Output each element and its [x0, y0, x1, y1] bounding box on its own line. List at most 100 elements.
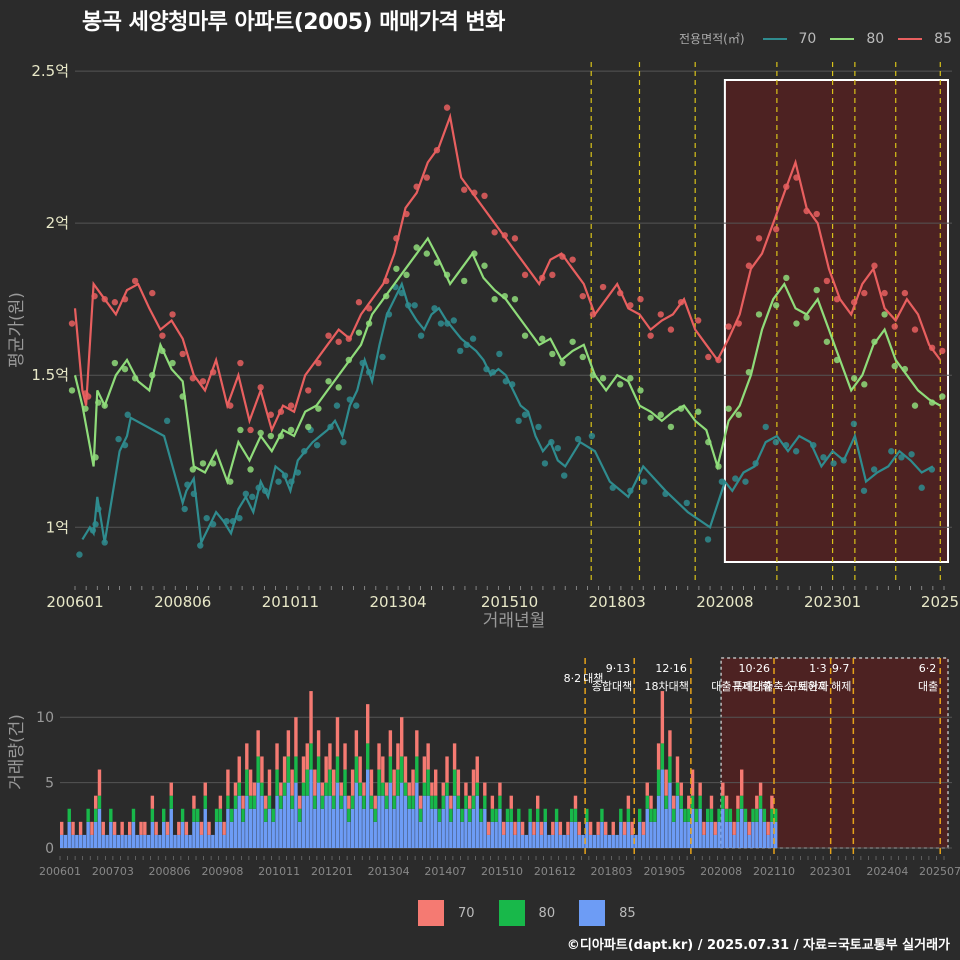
bar-segment-80 — [653, 808, 657, 822]
bar-segment-70 — [622, 821, 627, 835]
bar-segment-85 — [520, 834, 525, 848]
bar-segment-80 — [724, 808, 729, 822]
bar-segment-80 — [271, 808, 275, 822]
bar-segment-80 — [264, 808, 268, 822]
data-point-70 — [95, 505, 102, 513]
bar-segment-80 — [494, 808, 498, 822]
data-point-80 — [599, 375, 607, 382]
data-point-70 — [521, 411, 529, 418]
bar-x-tick-label: 201905 — [643, 865, 685, 878]
data-point-85 — [227, 402, 234, 409]
data-point-70 — [782, 441, 790, 449]
x-tick-label: 200806 — [154, 593, 211, 611]
bar-segment-70 — [358, 756, 362, 783]
data-point-70 — [275, 478, 282, 485]
bar-segment-70 — [486, 821, 491, 835]
bar-segment-85 — [124, 834, 128, 848]
bar-segment-80 — [267, 795, 272, 809]
bar-segment-85 — [105, 834, 109, 848]
bar-segment-70 — [343, 743, 347, 770]
data-point-70 — [359, 359, 366, 367]
data-point-80 — [461, 277, 468, 285]
bar-segment-85 — [256, 782, 260, 848]
bar-segment-80 — [509, 808, 513, 822]
bar-segment-80 — [354, 756, 359, 783]
data-point-70 — [115, 435, 122, 443]
bar-segment-85 — [656, 795, 661, 848]
bar-segment-70 — [169, 782, 173, 796]
bar-segment-85 — [740, 808, 744, 848]
bar-segment-85 — [298, 821, 302, 848]
data-point-85 — [355, 299, 363, 306]
data-point-80 — [413, 244, 420, 251]
data-point-85 — [793, 174, 800, 181]
bar-segment-70 — [339, 782, 343, 796]
data-point-70 — [762, 423, 769, 431]
data-point-85 — [813, 210, 820, 218]
bar-segment-80 — [479, 808, 483, 822]
bar-x-tick-label: 201510 — [481, 865, 523, 878]
bar-segment-85 — [279, 808, 283, 848]
bar-segment-70 — [498, 782, 502, 796]
data-point-80 — [501, 292, 508, 300]
bar-segment-85 — [532, 834, 536, 848]
bar-segment-85 — [162, 821, 166, 848]
bar-segment-80 — [770, 808, 774, 822]
data-point-70 — [561, 472, 568, 479]
bar-segment-80 — [403, 782, 408, 796]
bar-segment-85 — [245, 795, 249, 848]
data-point-80 — [491, 295, 498, 303]
bar-x-tick-label: 201201 — [311, 865, 353, 878]
bar-segment-80 — [230, 808, 234, 822]
bar-segment-85 — [430, 808, 434, 848]
y-tick-label: 2.5억 — [31, 62, 69, 80]
bar-segment-85 — [173, 834, 177, 848]
data-point-85 — [803, 207, 810, 215]
data-point-80 — [803, 314, 810, 321]
data-point-70 — [860, 487, 868, 494]
bar-segment-85 — [320, 808, 325, 848]
bar-y-tick-label: 0 — [45, 841, 54, 857]
data-point-70 — [463, 341, 470, 349]
x-tick-label: 200601 — [46, 593, 103, 611]
data-point-70 — [850, 420, 858, 428]
bar-segment-80 — [309, 743, 313, 770]
bar-segment-85 — [392, 808, 396, 848]
legend-box-85 — [579, 900, 606, 926]
data-point-85 — [755, 235, 763, 242]
data-point-70 — [489, 368, 497, 376]
data-point-70 — [444, 320, 451, 327]
data-point-85 — [423, 174, 430, 181]
bar-segment-70 — [241, 795, 245, 809]
data-point-80 — [345, 356, 353, 364]
data-point-70 — [190, 490, 198, 498]
bar-segment-70 — [90, 821, 94, 835]
bar-segment-70 — [377, 743, 381, 770]
bar-segment-80 — [294, 756, 298, 783]
bar-segment-85 — [596, 834, 600, 848]
data-point-70 — [792, 448, 800, 455]
data-point-70 — [398, 289, 406, 297]
bar-segment-70 — [675, 756, 680, 783]
bar-segment-85 — [290, 808, 294, 848]
bar-y-tick-label: 10 — [36, 710, 54, 726]
bar-segment-70 — [267, 769, 272, 796]
bar-segment-80 — [573, 808, 578, 822]
bar-segment-70 — [298, 795, 302, 809]
bar-segment-85 — [415, 782, 419, 848]
data-point-80 — [403, 271, 410, 279]
event-date: 8·2 — [564, 672, 582, 685]
bar-segment-85 — [282, 795, 287, 848]
data-point-85 — [715, 356, 722, 364]
bar-segment-85 — [649, 821, 653, 848]
credit-text: ©디아파트(dapt.kr) / 2025.07.31 / 자료=국토교통부 실… — [566, 938, 950, 953]
event-label: 18차대책 — [645, 680, 689, 693]
data-point-85 — [569, 256, 576, 263]
bar-segment-70 — [687, 795, 691, 809]
bar-segment-85 — [434, 808, 438, 848]
x-tick-label: 201011 — [262, 593, 319, 611]
bar-segment-80 — [706, 808, 710, 822]
bar-segment-80 — [649, 808, 653, 822]
bar-segment-85 — [294, 782, 298, 848]
bar-segment-80 — [131, 808, 136, 822]
